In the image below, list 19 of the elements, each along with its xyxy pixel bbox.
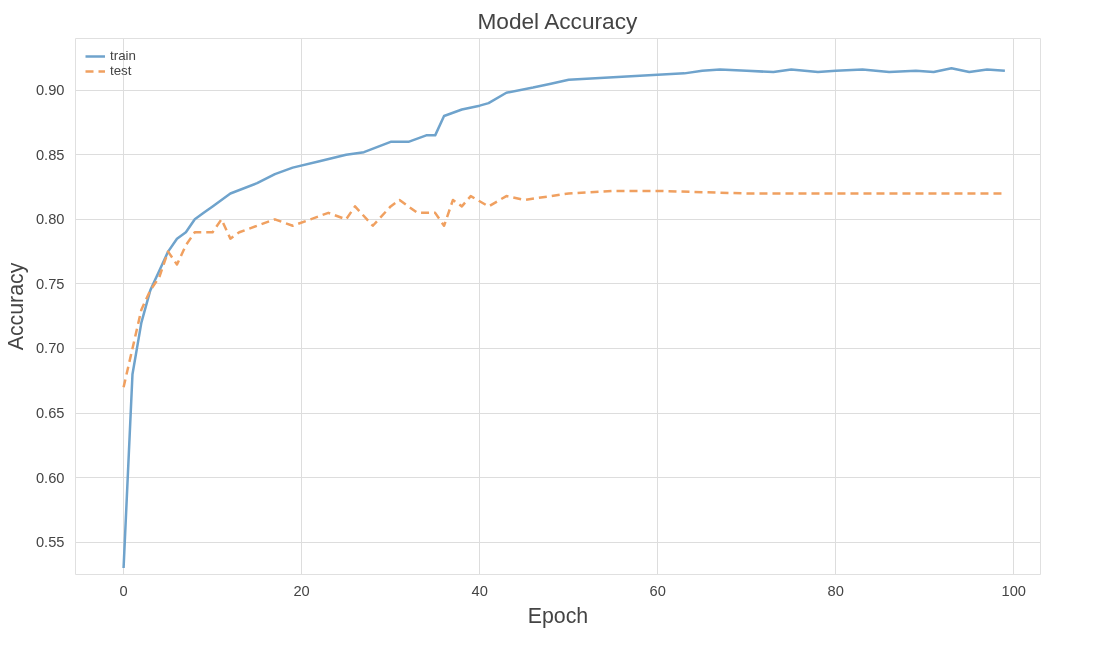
x-tick-label: 20: [293, 582, 310, 599]
chart-title: Model Accuracy: [477, 7, 639, 34]
y-tick-label: 0.80: [35, 211, 65, 228]
y-tick-label: 0.70: [35, 340, 65, 357]
x-tick-label: 0: [119, 582, 128, 599]
x-axis-title: Epoch: [527, 603, 589, 628]
x-tick-label: 40: [471, 582, 488, 599]
y-axis-title: Accuracy: [3, 262, 28, 351]
y-tick-label: 0.75: [35, 275, 65, 292]
x-tick-label: 100: [1001, 582, 1027, 599]
y-tick-label: 0.65: [35, 405, 65, 422]
x-tick-label: 60: [649, 582, 666, 599]
x-tick-label: 80: [827, 582, 844, 599]
y-tick-label: 0.90: [35, 82, 65, 99]
y-tick-label: 0.85: [35, 146, 65, 163]
legend-label: train: [110, 48, 136, 63]
y-tick-label: 0.55: [35, 534, 65, 551]
y-tick-label: 0.60: [35, 469, 65, 486]
legend-label: test: [110, 63, 132, 78]
